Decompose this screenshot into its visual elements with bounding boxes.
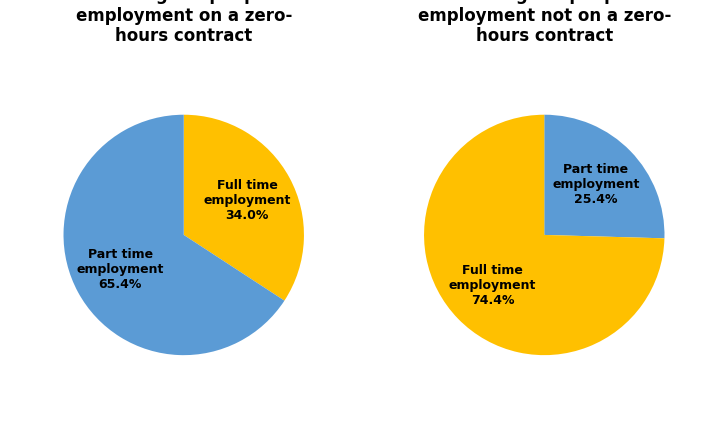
Text: Part time
employment
65.4%: Part time employment 65.4% — [76, 248, 164, 291]
Wedge shape — [424, 115, 665, 355]
Wedge shape — [63, 115, 285, 355]
Text: Full time
employment
34.0%: Full time employment 34.0% — [204, 179, 291, 222]
Text: Part time
employment
25.4%: Part time employment 25.4% — [553, 163, 640, 206]
Text: Full time
employment
74.4%: Full time employment 74.4% — [449, 264, 537, 307]
Wedge shape — [183, 115, 304, 300]
Title: Percentage of people in
employment on a zero-
hours contract: Percentage of people in employment on a … — [71, 0, 296, 46]
Title: Percentage of people in
employment not on a zero-
hours contract: Percentage of people in employment not o… — [418, 0, 671, 46]
Wedge shape — [545, 115, 665, 238]
